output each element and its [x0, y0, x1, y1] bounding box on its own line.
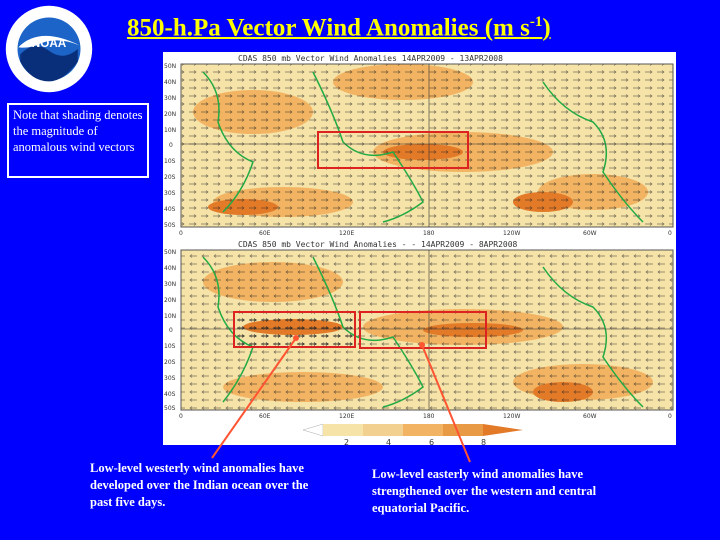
svg-text:120E: 120E [339, 230, 354, 237]
svg-text:0: 0 [179, 413, 183, 420]
svg-text:0: 0 [668, 230, 672, 237]
svg-text:0: 0 [179, 230, 183, 237]
svg-text:40N: 40N [164, 79, 176, 86]
svg-text:120W: 120W [503, 413, 520, 420]
svg-text:10N: 10N [164, 313, 176, 320]
bottom-lat-labels: 50N 40N 30N 20N 10N 0 10S 20S 30S 40S 50… [164, 249, 176, 412]
bottom-map-panel: CDAS 850 mb Vector Wind Anomalies - - 14… [180, 240, 674, 411]
svg-text:60W: 60W [583, 230, 597, 237]
top-pacific-box [317, 131, 469, 169]
svg-text:20S: 20S [164, 174, 176, 181]
svg-text:30S: 30S [164, 190, 176, 197]
svg-text:20N: 20N [164, 297, 176, 304]
svg-text:20S: 20S [164, 359, 176, 366]
svg-text:10N: 10N [164, 127, 176, 134]
svg-text:10S: 10S [164, 343, 176, 350]
caption-pacific: Low-level easterly wind anomalies have s… [372, 467, 597, 515]
svg-text:50S: 50S [164, 405, 176, 412]
svg-text:40N: 40N [164, 265, 176, 272]
colorbar-label-4: 4 [386, 438, 391, 445]
svg-text:50S: 50S [164, 222, 176, 229]
svg-text:40S: 40S [164, 206, 176, 213]
svg-text:30S: 30S [164, 375, 176, 382]
svg-text:40S: 40S [164, 391, 176, 398]
svg-text:120E: 120E [339, 413, 354, 420]
noaa-logo: NOAA [5, 5, 93, 93]
svg-text:50N: 50N [164, 63, 176, 70]
svg-text:0: 0 [169, 327, 173, 334]
top-map-panel: CDAS 850 mb Vector Wind Anomalies 14APR2… [180, 54, 674, 228]
svg-text:30N: 30N [164, 281, 176, 288]
logo-text: NOAA [32, 37, 67, 50]
svg-text:30N: 30N [164, 95, 176, 102]
svg-text:10S: 10S [164, 158, 176, 165]
svg-text:60E: 60E [259, 230, 271, 237]
svg-text:180: 180 [423, 230, 435, 237]
top-lon-labels: 0 60E 120E 180 120W 60W 0 [179, 230, 672, 237]
colorbar-label-2: 2 [344, 438, 349, 445]
bottom-map-title: CDAS 850 mb Vector Wind Anomalies - - 14… [238, 240, 518, 249]
svg-text:20N: 20N [164, 111, 176, 118]
svg-text:180: 180 [423, 413, 435, 420]
top-map-title: CDAS 850 mb Vector Wind Anomalies 14APR2… [238, 54, 503, 63]
colorbar-label-6: 6 [429, 438, 434, 445]
svg-text:60E: 60E [259, 413, 271, 420]
svg-text:60W: 60W [583, 413, 597, 420]
svg-text:0: 0 [169, 142, 173, 149]
svg-text:0: 0 [668, 413, 672, 420]
caption-indian-ocean: Low-level westerly wind anomalies have d… [90, 461, 309, 509]
shading-note: Note that shading denotes the magnitude … [7, 103, 149, 178]
wind-anomaly-maps: CDAS 850 mb Vector Wind Anomalies 14APR2… [163, 52, 676, 445]
svg-text:50N: 50N [164, 249, 176, 256]
colorbar-label-8: 8 [481, 438, 486, 445]
svg-text:120W: 120W [503, 230, 520, 237]
top-lat-labels: 50N 40N 30N 20N 10N 0 10S 20S 30S 40S 50… [164, 63, 176, 229]
slide-title: 850-h.Pa Vector Wind Anomalies (m s-1) [127, 14, 551, 42]
